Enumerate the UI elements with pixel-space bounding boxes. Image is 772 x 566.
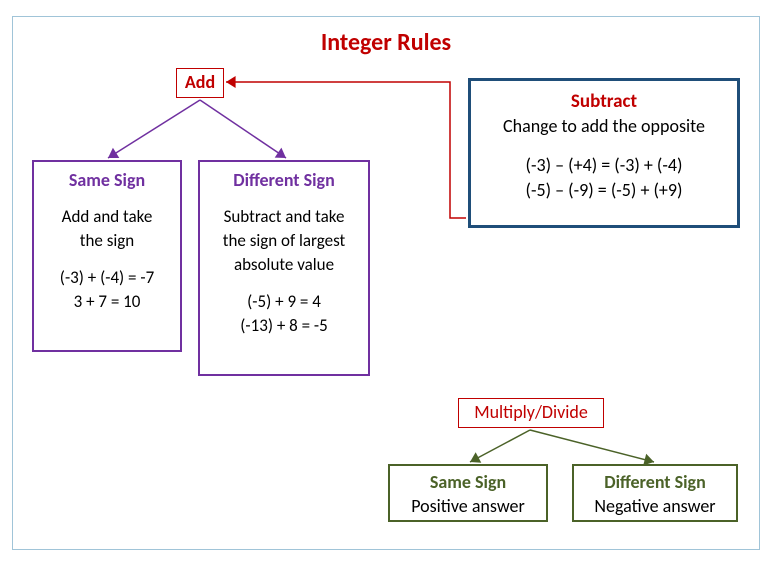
node-md_diff: Different SignNegative answer [572,464,738,522]
node-diff_sign-line-5: (-5) + 9 = 4 [200,290,368,314]
node-diff_sign-line-2: the sign of largest [200,229,368,253]
node-subtract-line-1 [471,139,737,153]
node-md_same-title: Same Sign [390,470,546,494]
node-same_sign-line-4: (-3) + (-4) = -7 [34,266,180,290]
node-same_sign-line-0 [34,192,180,205]
node-diff_sign-line-4 [200,277,368,290]
node-subtract: SubtractChange to add the opposite (-3) … [468,78,740,228]
node-md_diff-line-0: Negative answer [574,494,736,518]
node-add-label: Add [185,71,215,93]
node-same_sign-line-5: 3 + 7 = 10 [34,290,180,314]
node-same_sign-line-3 [34,253,180,266]
node-md_diff-title: Different Sign [574,470,736,494]
diagram-container: Integer Rules AddSame Sign Add and taket… [0,0,772,566]
node-subtract-line-2: (-3) – (+4) = (-3) + (-4) [471,153,737,178]
node-subtract-line-3: (-5) – (-9) = (-5) + (+9) [471,178,737,203]
node-diff_sign-line-1: Subtract and take [200,205,368,229]
node-add: Add [176,68,224,98]
node-muldiv: Multiply/Divide [458,398,604,428]
node-diff_sign-line-0 [200,192,368,205]
node-same_sign-line-1: Add and take [34,205,180,229]
node-muldiv-label: Multiply/Divide [474,401,588,423]
node-diff_sign: Different Sign Subtract and takethe sign… [198,160,370,376]
node-diff_sign-line-6: (-13) + 8 = -5 [200,314,368,338]
node-md_same-line-0: Positive answer [390,494,546,518]
node-md_same: Same SignPositive answer [388,464,548,522]
node-subtract-title: Subtract [471,89,737,114]
node-same_sign: Same Sign Add and takethe sign (-3) + (-… [32,160,182,352]
page-title: Integer Rules [0,28,772,57]
